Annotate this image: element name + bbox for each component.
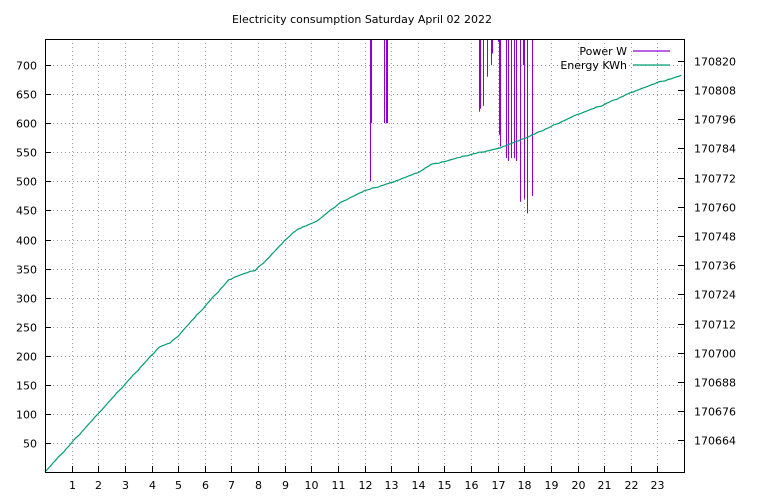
y2-tick-label: 170820 bbox=[694, 56, 736, 69]
x-tick-label: 15 bbox=[438, 479, 452, 492]
x-tick-label: 7 bbox=[228, 479, 235, 492]
x-tick-label: 3 bbox=[122, 479, 129, 492]
legend-label-power: Power W bbox=[579, 45, 627, 58]
legend: Power W Energy KWh bbox=[560, 45, 670, 72]
power-impulses bbox=[370, 39, 533, 214]
y2-tick-label: 170784 bbox=[694, 143, 736, 156]
x-tick-label: 23 bbox=[651, 479, 665, 492]
y-tick-label: 700 bbox=[16, 60, 37, 73]
plot-frame bbox=[45, 39, 685, 473]
y-tick-label: 100 bbox=[16, 409, 37, 422]
y-tick-label: 300 bbox=[16, 293, 37, 306]
y2-tick-label: 170748 bbox=[694, 231, 736, 244]
x-tick-label: 9 bbox=[282, 479, 289, 492]
y2-tick-label: 170688 bbox=[694, 377, 736, 390]
x-tick-label: 5 bbox=[175, 479, 182, 492]
y-tick-label: 500 bbox=[16, 176, 37, 189]
x-axis-ticks: 1 2 3 4 5 6 7 8 9 10 11 12 13 14 15 16 17 18 19 20 21 22 23 bbox=[69, 466, 665, 492]
x-tick-label: 21 bbox=[598, 479, 612, 492]
y2-tick-label: 170664 bbox=[694, 435, 736, 448]
y2-tick-label: 170724 bbox=[694, 289, 736, 302]
x-tick-label: 19 bbox=[545, 479, 559, 492]
energy-line bbox=[44, 74, 682, 473]
y-tick-label: 350 bbox=[16, 264, 37, 277]
y-tick-label: 450 bbox=[16, 205, 37, 218]
x-tick-label: 10 bbox=[305, 479, 319, 492]
x-tick-label: 6 bbox=[202, 479, 209, 492]
y-tick-label: 250 bbox=[16, 322, 37, 335]
y2-tick-label: 170796 bbox=[694, 114, 736, 127]
x-tick-label: 22 bbox=[625, 479, 639, 492]
y-tick-label: 650 bbox=[16, 89, 37, 102]
x-tick-label: 8 bbox=[255, 479, 262, 492]
y-tick-label: 150 bbox=[16, 380, 37, 393]
y2-tick-label: 170676 bbox=[694, 406, 736, 419]
y-axis-ticks: 50 100 150 200 250 300 350 400 450 500 550 600 650 70… bbox=[16, 60, 51, 451]
x-tick-label: 17 bbox=[492, 479, 506, 492]
y-tick-label: 200 bbox=[16, 351, 37, 364]
y-tick-label: 600 bbox=[16, 118, 37, 131]
x-tick-label: 1 bbox=[69, 479, 76, 492]
chart-title: Electricity consumption Saturday April 0… bbox=[232, 13, 492, 26]
x-tick-label: 12 bbox=[359, 479, 373, 492]
x-tick-label: 2 bbox=[95, 479, 102, 492]
x-tick-label: 14 bbox=[412, 479, 426, 492]
x-tick-label: 4 bbox=[149, 479, 156, 492]
y-tick-label: 400 bbox=[16, 235, 37, 248]
y2-axis-ticks: 170664 170676 170688 170700 170712 170724 1707… bbox=[678, 56, 736, 448]
y2-tick-label: 170760 bbox=[694, 202, 736, 215]
x-tick-label: 20 bbox=[572, 479, 586, 492]
y-tick-label: 550 bbox=[16, 147, 37, 160]
x-tick-label: 13 bbox=[385, 479, 399, 492]
grid bbox=[45, 39, 684, 472]
x-tick-label: 11 bbox=[332, 479, 346, 492]
legend-label-energy: Energy KWh bbox=[560, 59, 627, 72]
y2-tick-label: 170700 bbox=[694, 348, 736, 361]
y2-tick-label: 170772 bbox=[694, 173, 736, 186]
y2-tick-label: 170712 bbox=[694, 319, 736, 332]
y2-tick-label: 170808 bbox=[694, 85, 736, 98]
y-tick-label: 50 bbox=[23, 438, 37, 451]
y2-tick-label: 170736 bbox=[694, 260, 736, 273]
x-tick-label: 16 bbox=[465, 479, 479, 492]
x-tick-label: 18 bbox=[518, 479, 532, 492]
